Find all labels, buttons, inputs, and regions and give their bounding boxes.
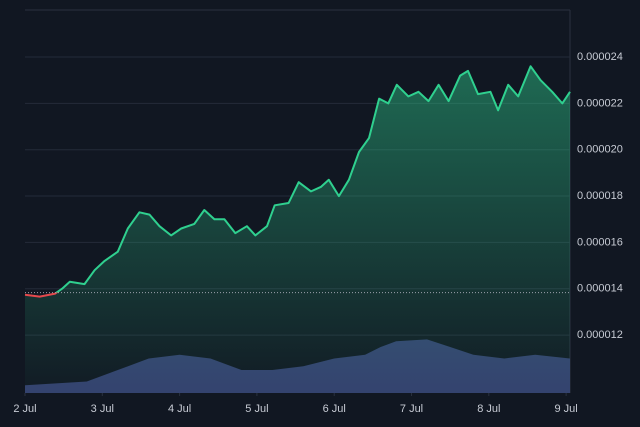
y-tick-label: 0.000020 bbox=[577, 144, 623, 156]
y-tick-label: 0.000024 bbox=[577, 51, 623, 63]
x-tick-label: 3 Jul bbox=[91, 403, 114, 415]
x-tick-label: 2 Jul bbox=[13, 403, 36, 415]
y-tick-label: 0.000014 bbox=[577, 283, 623, 295]
x-tick-label: 7 Jul bbox=[400, 403, 423, 415]
y-tick-label: 0.000012 bbox=[577, 329, 623, 341]
x-tick-label: 8 Jul bbox=[477, 403, 500, 415]
x-tick-label: 6 Jul bbox=[323, 403, 346, 415]
x-tick-label: 9 Jul bbox=[555, 403, 578, 415]
y-tick-label: 0.000018 bbox=[577, 190, 623, 202]
x-tick-label: 5 Jul bbox=[245, 403, 268, 415]
y-tick-label: 0.000016 bbox=[577, 236, 623, 248]
price-area bbox=[25, 66, 570, 394]
price-line bbox=[24, 65, 571, 298]
x-tick-label: 4 Jul bbox=[168, 403, 191, 415]
y-tick-label: 0.000022 bbox=[577, 97, 623, 109]
